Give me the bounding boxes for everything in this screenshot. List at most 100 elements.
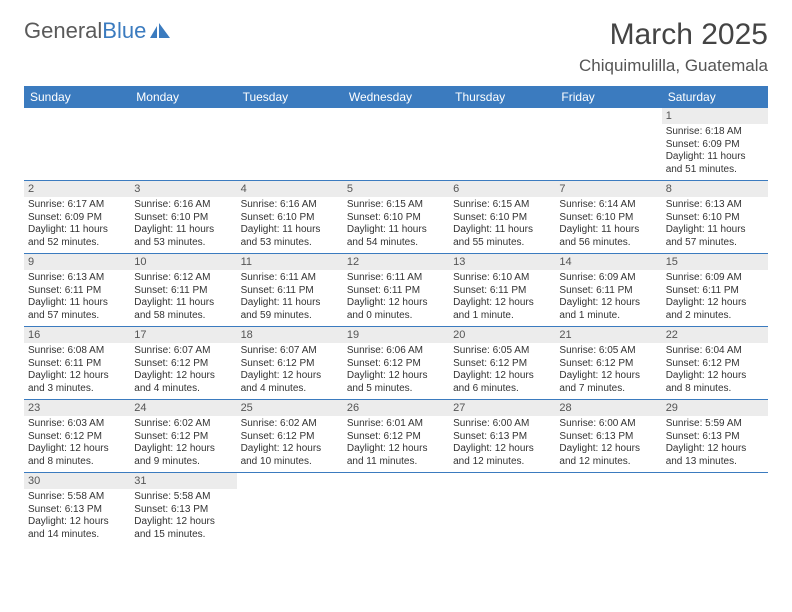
daylight-text: Daylight: 11 hours and 53 minutes. (241, 224, 339, 249)
day-body: Sunrise: 6:13 AMSunset: 6:11 PMDaylight:… (24, 270, 130, 326)
calendar-cell: 16Sunrise: 6:08 AMSunset: 6:11 PMDayligh… (24, 327, 130, 400)
sunset-text: Sunset: 6:13 PM (134, 504, 232, 517)
calendar-cell: 19Sunrise: 6:06 AMSunset: 6:12 PMDayligh… (343, 327, 449, 400)
day-body: Sunrise: 6:09 AMSunset: 6:11 PMDaylight:… (662, 270, 768, 326)
day-number: 3 (130, 181, 236, 197)
day-number: 27 (449, 400, 555, 416)
calendar-table: SundayMondayTuesdayWednesdayThursdayFrid… (24, 86, 768, 545)
day-number: 1 (662, 108, 768, 124)
calendar-cell: 31Sunrise: 5:58 AMSunset: 6:13 PMDayligh… (130, 473, 236, 546)
calendar-cell: 4 Sunrise: 6:16 AMSunset: 6:10 PMDaylight… (237, 181, 343, 254)
sunset-text: Sunset: 6:11 PM (559, 285, 657, 298)
sunset-text: Sunset: 6:11 PM (453, 285, 551, 298)
day-number: 21 (555, 327, 661, 343)
day-body: Sunrise: 6:13 AMSunset: 6:10 PMDaylight:… (662, 197, 768, 253)
day-number: 22 (662, 327, 768, 343)
calendar-cell: 29Sunrise: 5:59 AMSunset: 6:13 PMDayligh… (662, 400, 768, 473)
sunset-text: Sunset: 6:10 PM (241, 212, 339, 225)
sunset-text: Sunset: 6:13 PM (666, 431, 764, 444)
daylight-text: Daylight: 12 hours and 8 minutes. (28, 443, 126, 468)
daylight-text: Daylight: 11 hours and 52 minutes. (28, 224, 126, 249)
day-number: 15 (662, 254, 768, 270)
calendar-week: 2Sunrise: 6:17 AMSunset: 6:09 PMDaylight… (24, 181, 768, 254)
day-body: Sunrise: 6:08 AMSunset: 6:11 PMDaylight:… (24, 343, 130, 399)
day-body: Sunrise: 6:14 AMSunset: 6:10 PMDaylight:… (555, 197, 661, 253)
sunset-text: Sunset: 6:12 PM (241, 431, 339, 444)
calendar-cell: 12Sunrise: 6:11 AMSunset: 6:11 PMDayligh… (343, 254, 449, 327)
calendar-week: 16Sunrise: 6:08 AMSunset: 6:11 PMDayligh… (24, 327, 768, 400)
daylight-text: Daylight: 12 hours and 12 minutes. (453, 443, 551, 468)
calendar-week: 30Sunrise: 5:58 AMSunset: 6:13 PMDayligh… (24, 473, 768, 546)
calendar-cell: 2Sunrise: 6:17 AMSunset: 6:09 PMDaylight… (24, 181, 130, 254)
day-header: Tuesday (237, 86, 343, 108)
day-body: Sunrise: 6:00 AMSunset: 6:13 PMDaylight:… (555, 416, 661, 472)
day-body: Sunrise: 6:11 AMSunset: 6:11 PMDaylight:… (343, 270, 449, 326)
day-number: 4 (237, 181, 343, 197)
sunrise-text: Sunrise: 6:00 AM (559, 418, 657, 431)
day-body: Sunrise: 5:58 AMSunset: 6:13 PMDaylight:… (24, 489, 130, 545)
day-header: Wednesday (343, 86, 449, 108)
sunset-text: Sunset: 6:12 PM (28, 431, 126, 444)
daylight-text: Daylight: 12 hours and 1 minute. (559, 297, 657, 322)
sunrise-text: Sunrise: 5:59 AM (666, 418, 764, 431)
calendar-cell: 18Sunrise: 6:07 AMSunset: 6:12 PMDayligh… (237, 327, 343, 400)
day-number: 5 (343, 181, 449, 197)
day-number: 31 (130, 473, 236, 489)
calendar-cell (449, 108, 555, 181)
sunset-text: Sunset: 6:10 PM (559, 212, 657, 225)
day-body: Sunrise: 6:07 AMSunset: 6:12 PMDaylight:… (237, 343, 343, 399)
sunset-text: Sunset: 6:12 PM (134, 431, 232, 444)
sunrise-text: Sunrise: 6:06 AM (347, 345, 445, 358)
sunrise-text: Sunrise: 6:14 AM (559, 199, 657, 212)
calendar-cell: 24Sunrise: 6:02 AMSunset: 6:12 PMDayligh… (130, 400, 236, 473)
calendar-cell (343, 473, 449, 546)
day-number: 11 (237, 254, 343, 270)
daylight-text: Daylight: 11 hours and 54 minutes. (347, 224, 445, 249)
calendar-cell (449, 473, 555, 546)
day-number: 13 (449, 254, 555, 270)
sunset-text: Sunset: 6:13 PM (559, 431, 657, 444)
day-number: 16 (24, 327, 130, 343)
daylight-text: Daylight: 12 hours and 4 minutes. (134, 370, 232, 395)
day-body: Sunrise: 6:15 AMSunset: 6:10 PMDaylight:… (449, 197, 555, 253)
sunset-text: Sunset: 6:11 PM (134, 285, 232, 298)
calendar-cell: 25Sunrise: 6:02 AMSunset: 6:12 PMDayligh… (237, 400, 343, 473)
calendar-cell (130, 108, 236, 181)
day-number: 20 (449, 327, 555, 343)
calendar-head: SundayMondayTuesdayWednesdayThursdayFrid… (24, 86, 768, 108)
brand-name-2: Blue (102, 18, 146, 44)
calendar-week: 23Sunrise: 6:03 AMSunset: 6:12 PMDayligh… (24, 400, 768, 473)
sunrise-text: Sunrise: 6:16 AM (134, 199, 232, 212)
calendar-cell: 28Sunrise: 6:00 AMSunset: 6:13 PMDayligh… (555, 400, 661, 473)
daylight-text: Daylight: 11 hours and 56 minutes. (559, 224, 657, 249)
sunrise-text: Sunrise: 6:05 AM (559, 345, 657, 358)
day-body: Sunrise: 6:05 AMSunset: 6:12 PMDaylight:… (449, 343, 555, 399)
calendar-cell (343, 108, 449, 181)
sunset-text: Sunset: 6:11 PM (28, 285, 126, 298)
daylight-text: Daylight: 12 hours and 1 minute. (453, 297, 551, 322)
daylight-text: Daylight: 12 hours and 8 minutes. (666, 370, 764, 395)
sunrise-text: Sunrise: 6:05 AM (453, 345, 551, 358)
sunrise-text: Sunrise: 6:09 AM (666, 272, 764, 285)
day-body: Sunrise: 6:03 AMSunset: 6:12 PMDaylight:… (24, 416, 130, 472)
calendar-week: 1Sunrise: 6:18 AMSunset: 6:09 PMDaylight… (24, 108, 768, 181)
daylight-text: Daylight: 11 hours and 57 minutes. (28, 297, 126, 322)
sunrise-text: Sunrise: 6:16 AM (241, 199, 339, 212)
day-number: 2 (24, 181, 130, 197)
sunrise-text: Sunrise: 6:07 AM (241, 345, 339, 358)
calendar-cell: 27Sunrise: 6:00 AMSunset: 6:13 PMDayligh… (449, 400, 555, 473)
daylight-text: Daylight: 11 hours and 55 minutes. (453, 224, 551, 249)
day-body: Sunrise: 6:16 AMSunset: 6:10 PMDaylight:… (130, 197, 236, 253)
day-body: Sunrise: 6:07 AMSunset: 6:12 PMDaylight:… (130, 343, 236, 399)
day-number: 29 (662, 400, 768, 416)
sunset-text: Sunset: 6:11 PM (28, 358, 126, 371)
sunrise-text: Sunrise: 6:10 AM (453, 272, 551, 285)
calendar-cell: 21Sunrise: 6:05 AMSunset: 6:12 PMDayligh… (555, 327, 661, 400)
calendar-cell: 7Sunrise: 6:14 AMSunset: 6:10 PMDaylight… (555, 181, 661, 254)
sunrise-text: Sunrise: 6:17 AM (28, 199, 126, 212)
calendar-cell: 10Sunrise: 6:12 AMSunset: 6:11 PMDayligh… (130, 254, 236, 327)
day-number: 28 (555, 400, 661, 416)
daylight-text: Daylight: 11 hours and 59 minutes. (241, 297, 339, 322)
calendar-cell (237, 473, 343, 546)
sunset-text: Sunset: 6:12 PM (241, 358, 339, 371)
